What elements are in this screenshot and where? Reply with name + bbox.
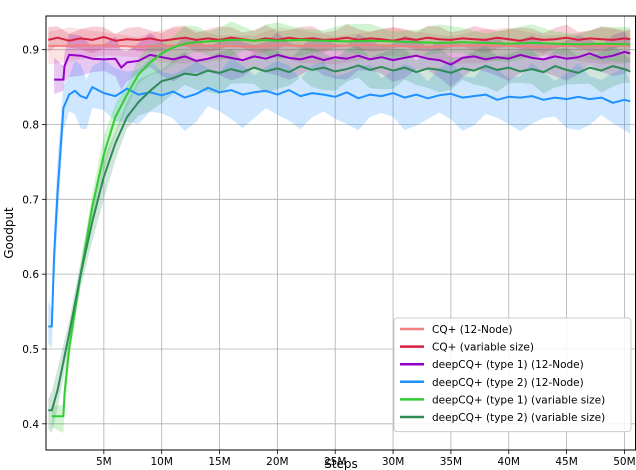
y-tick-label: 0.8 [22,120,39,132]
y-axis-ticks: 0.4 0.5 0.6 0.7 0.8 0.9 [22,45,46,431]
legend-box [393,317,632,433]
x-axis-label: Steps [324,457,358,470]
y-tick-label: 0.4 [22,419,39,431]
y-tick-label: 0.6 [22,269,39,281]
y-tick-label: 0.9 [22,45,39,57]
x-tick-label: 5M [96,456,112,468]
legend-entry: CQ+ (variable size) [432,342,534,354]
x-tick-label: 35M [440,456,462,468]
legend-entry: deepCQ+ (type 1) (12-Node) [432,359,584,371]
series-band-3 [48,57,631,349]
y-tick-label: 0.5 [22,344,39,356]
legend-entry: deepCQ+ (type 2) (12-Node) [432,377,584,389]
legend-entry: deepCQ+ (type 2) (variable size) [432,412,605,424]
x-tick-label: 25M [324,456,346,468]
y-tick-label: 0.7 [22,194,39,206]
series-line-1 [48,36,631,42]
x-tick-label: 30M [382,456,404,468]
series-line-4 [51,38,631,418]
x-tick-label: 20M [266,456,288,468]
series-line-3 [48,86,631,328]
x-tick-label: 45M [555,456,577,468]
series-line-5 [48,64,631,412]
grid-lines [46,16,636,450]
series-band-2 [54,31,631,95]
legend: CQ+ (12-Node) CQ+ (variable size) deepCQ+ … [393,317,632,433]
series-line-2 [54,50,631,81]
x-tick-label: 10M [150,456,172,468]
series-line-0 [48,44,631,48]
legend-entry: CQ+ (12-Node) [432,324,512,336]
x-tick-label: 15M [208,456,230,468]
series-lines [48,36,631,418]
x-axis-ticks: 5M 10M 15M 20M 25M 30M 35M 40M 45M 50M [96,450,636,468]
x-tick-label: 50M [613,456,635,468]
x-tick-label: 40M [498,456,520,468]
y-axis-label: Goodput [2,207,16,259]
legend-entry: deepCQ+ (type 1) (variable size) [432,394,605,406]
series-band-5 [48,44,631,433]
